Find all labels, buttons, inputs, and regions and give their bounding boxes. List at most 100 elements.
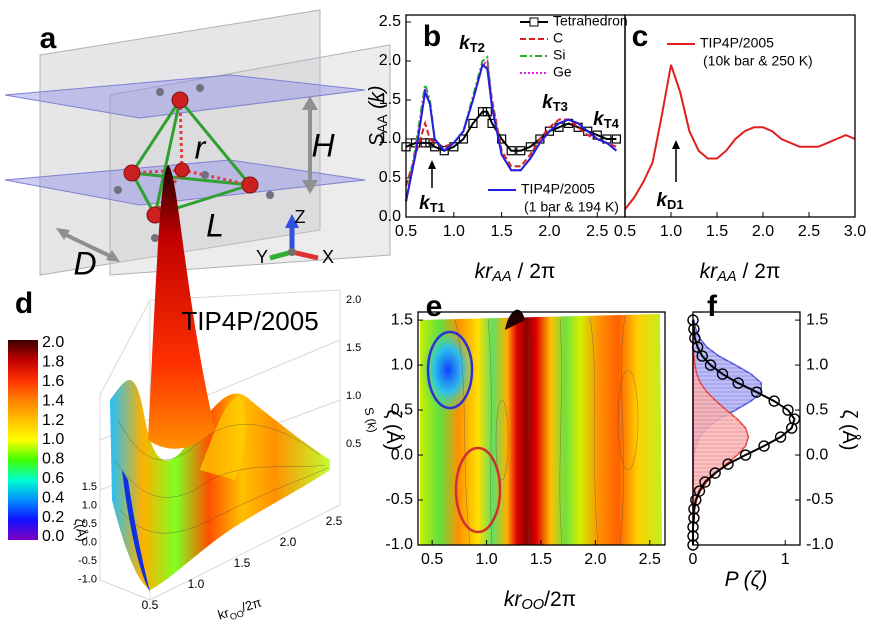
y-tick-label: 1.5 bbox=[806, 311, 828, 328]
plot-frame bbox=[692, 311, 801, 546]
label-part: P (ζ) bbox=[725, 568, 768, 591]
annotation: kT1 bbox=[419, 193, 445, 215]
label-part: (k) bbox=[366, 86, 388, 115]
annotation-main: k bbox=[419, 193, 431, 214]
x-tick-label: 1.5 bbox=[706, 223, 728, 240]
surface-title: TIP4P/2005 bbox=[181, 306, 318, 336]
legend-label: C bbox=[553, 30, 563, 46]
hydrogens bbox=[114, 84, 274, 242]
annotation: kT3 bbox=[542, 92, 568, 114]
square-marker bbox=[506, 146, 516, 156]
circle-marker bbox=[782, 404, 794, 416]
contour-lines bbox=[114, 419, 329, 534]
plot-frame bbox=[417, 311, 666, 546]
x-tick-label: 1.0 bbox=[443, 223, 465, 240]
contour-lines bbox=[454, 315, 639, 546]
x-tick-label: 0.5 bbox=[395, 223, 417, 240]
annotation-arrowhead bbox=[672, 140, 680, 149]
area-hatch bbox=[693, 320, 762, 545]
surface-zeta-tick: 0.5 bbox=[82, 518, 97, 530]
y-tick-label: -0.5 bbox=[806, 491, 834, 508]
legend-note: (1 bar & 194 K) bbox=[524, 199, 619, 215]
area-hatch bbox=[693, 320, 749, 545]
x-tick-label: 1.5 bbox=[491, 223, 513, 240]
circle-marker bbox=[739, 449, 752, 461]
circle-marker bbox=[709, 467, 721, 479]
circle-marker bbox=[696, 350, 708, 362]
x-axis-label: krAA / 2π bbox=[475, 260, 556, 285]
x-axis-label: krOO/2π bbox=[504, 588, 576, 613]
axis-gizmo-label: X bbox=[322, 247, 334, 267]
x-tick-label: 0.5 bbox=[614, 223, 636, 240]
y-tick-label: -1.0 bbox=[385, 536, 413, 553]
y-tick-label: 0.5 bbox=[379, 169, 401, 186]
y-tick-label: 0.0 bbox=[806, 446, 828, 463]
square-marker bbox=[468, 118, 478, 129]
colorbar-tick-label: 1.6 bbox=[42, 373, 64, 390]
panel-label: f bbox=[707, 290, 718, 323]
y-tick-label: -1.0 bbox=[806, 536, 834, 553]
annotation: kT2 bbox=[459, 33, 485, 55]
peak-top bbox=[505, 309, 525, 330]
x-tick-label: 2.0 bbox=[752, 223, 774, 240]
label-part: kr bbox=[216, 605, 232, 623]
square-marker bbox=[482, 107, 492, 117]
surface bbox=[110, 380, 330, 590]
y-axis-label: ζ (Å) bbox=[838, 409, 861, 450]
surface-dip bbox=[122, 470, 150, 592]
circle-marker bbox=[688, 512, 700, 524]
square-marker bbox=[439, 146, 449, 156]
surface-z-label: S (k) bbox=[362, 406, 380, 433]
annotation-main: k bbox=[593, 109, 605, 130]
label-part: / 2π bbox=[737, 260, 781, 283]
square-marker bbox=[516, 146, 526, 156]
axis-gizmo bbox=[269, 214, 319, 261]
surface-x-tick: 2.5 bbox=[326, 514, 343, 528]
panel-label: a bbox=[40, 22, 57, 55]
surface-plot bbox=[8, 165, 341, 601]
annotation-sub: D1 bbox=[667, 197, 684, 212]
chart-0: 0.5 1.0 1.5 2.0 2.50.00.51.01.52.02.5kT1kT2k… bbox=[379, 13, 628, 241]
surface-zeta-tick: -0.5 bbox=[78, 555, 97, 567]
surface-x-label: krOO/2π bbox=[216, 595, 264, 626]
circle-marker bbox=[689, 332, 701, 344]
low-region bbox=[420, 325, 476, 415]
axis-gizmo-label: Y bbox=[256, 247, 268, 267]
surface-y-label: ζ(Å) bbox=[72, 517, 91, 542]
label-part: OO bbox=[521, 597, 544, 613]
circle-marker bbox=[722, 458, 734, 470]
horizontal-plane bbox=[4, 159, 366, 206]
x-tick-label: 1.0 bbox=[475, 551, 497, 568]
highlight-ellipse bbox=[454, 446, 502, 534]
map-fill bbox=[420, 314, 662, 545]
legend-label: TIP4P/2005 bbox=[521, 181, 595, 197]
colorbar-tick-label: 0.4 bbox=[42, 489, 64, 506]
x-tick-label: 1.0 bbox=[660, 223, 682, 240]
surface-peak bbox=[148, 165, 215, 449]
panel-label: b bbox=[423, 20, 441, 53]
x-tick-label: 2.0 bbox=[538, 223, 560, 240]
panel-label: e bbox=[426, 290, 443, 323]
tetrahedron-diagram bbox=[4, 9, 391, 276]
y-tick-label: 1.5 bbox=[391, 311, 413, 328]
circle-marker bbox=[750, 386, 763, 398]
y-tick-label: 0.5 bbox=[391, 401, 413, 418]
contour-map bbox=[420, 309, 662, 546]
panel-label: d bbox=[15, 287, 33, 320]
x-tick-label: 2.0 bbox=[584, 551, 606, 568]
x-tick-label: 1 bbox=[781, 551, 790, 568]
chart-3: 0 1 -1.0 -0.5 0.0 0.5 1.0 1.5 bbox=[687, 311, 834, 568]
colorbar-tick-label: 0.6 bbox=[42, 470, 64, 487]
colorbar-tick-label: 1.0 bbox=[42, 431, 64, 448]
surface-zeta-tick: -1.0 bbox=[78, 573, 97, 585]
plot-frame bbox=[624, 14, 856, 218]
y-tick-label: 0.0 bbox=[379, 208, 401, 225]
annotation-main: k bbox=[542, 92, 554, 113]
label-part: kr bbox=[504, 588, 523, 611]
annotation: kT4 bbox=[593, 109, 620, 131]
x-tick-label: 1.5 bbox=[530, 551, 552, 568]
x-axis-label: krAA / 2π bbox=[700, 260, 781, 285]
circle-marker bbox=[699, 476, 711, 488]
y-axis-label: SAA (k) bbox=[366, 86, 389, 147]
y-tick-label: -0.5 bbox=[385, 491, 413, 508]
